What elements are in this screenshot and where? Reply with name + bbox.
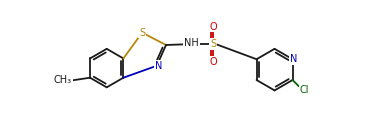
Text: NH: NH xyxy=(184,38,199,48)
Text: O: O xyxy=(209,57,217,67)
Text: S: S xyxy=(210,39,216,49)
Text: O: O xyxy=(209,21,217,31)
Text: CH₃: CH₃ xyxy=(54,75,72,85)
Text: N: N xyxy=(155,61,162,71)
Text: Cl: Cl xyxy=(300,85,309,95)
Text: S: S xyxy=(139,28,145,38)
Text: N: N xyxy=(290,54,297,64)
